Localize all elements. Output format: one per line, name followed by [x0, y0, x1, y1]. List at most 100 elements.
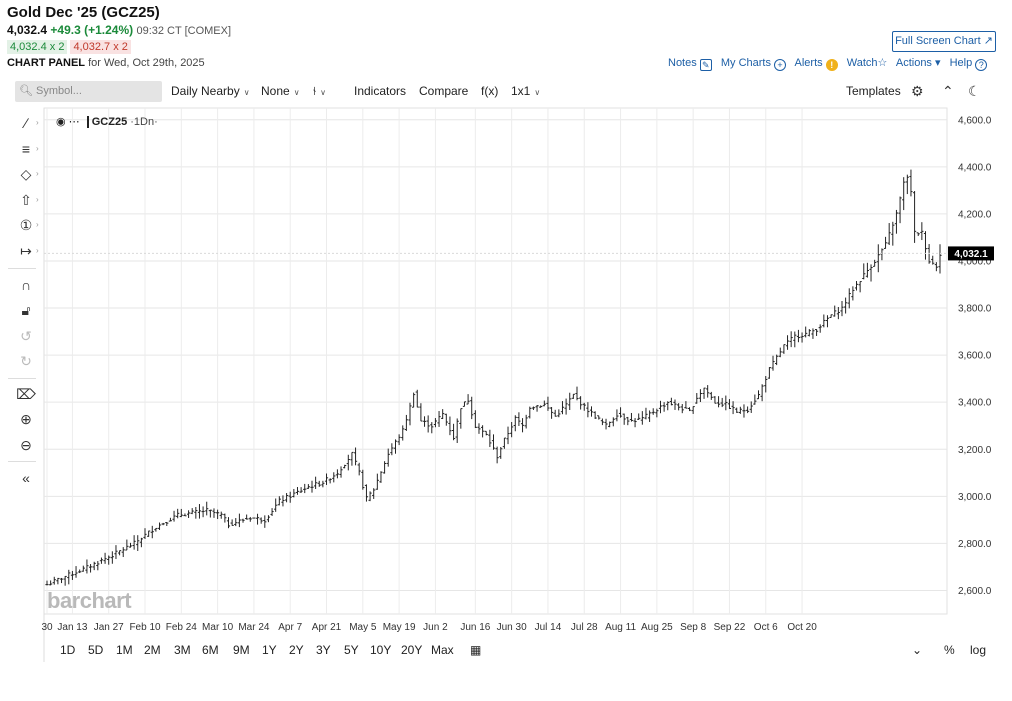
log-toggle[interactable]: log — [970, 643, 987, 657]
y-tick-label: 2,800.0 — [958, 539, 992, 550]
period-2m[interactable]: 2M — [144, 643, 161, 657]
daily-nearby-dropdown[interactable]: Daily Nearby ∨ — [171, 84, 250, 98]
layout-dropdown[interactable]: 1x1 ∨ — [511, 84, 540, 98]
ohlc-bar — [88, 564, 93, 573]
x-tick-label: May 5 — [349, 622, 377, 633]
compare-button[interactable]: Compare — [419, 84, 469, 98]
bar-type-dropdown[interactable]: ⫮ ∨ — [313, 84, 326, 99]
panel-date: for Wed, Oct 29th, 2025 — [88, 57, 205, 69]
settings-gear-icon[interactable]: ⚙ — [911, 83, 924, 99]
watch-link[interactable]: Watch☆ — [847, 57, 888, 69]
undo-icon[interactable]: ↺ — [20, 328, 32, 344]
ohlc-bar — [335, 469, 340, 479]
magnet-icon[interactable]: ∩ — [20, 277, 32, 293]
ohlc-bar — [923, 231, 928, 260]
ohlc-bar — [549, 406, 554, 419]
ohlc-bar — [99, 557, 104, 564]
alerts-link[interactable]: Alerts ! — [795, 57, 838, 71]
period-9m[interactable]: 9M — [233, 643, 250, 657]
dark-mode-moon-icon[interactable]: ☾ — [968, 83, 981, 99]
ohlc-bar — [742, 404, 746, 418]
ohlc-bar — [811, 328, 815, 339]
period-2y[interactable]: 2Y — [289, 643, 304, 657]
lock-icon[interactable]: 🔓︎ — [21, 302, 31, 318]
ohlc-bar — [713, 396, 717, 404]
ohlc-bar — [288, 491, 292, 503]
ohlc-bar — [212, 508, 216, 518]
zoom-in-icon[interactable]: ⊕ — [20, 411, 32, 427]
annotation-tool-icon[interactable]: ① — [19, 217, 33, 233]
none-dropdown[interactable]: None ∨ — [261, 84, 300, 98]
period-1m[interactable]: 1M — [116, 643, 133, 657]
collapse-sidebar-icon[interactable]: « — [22, 470, 30, 486]
redo-icon[interactable]: ↻ — [20, 353, 32, 369]
collapse-up-icon[interactable]: ⌃ — [942, 83, 954, 99]
ohlc-bar — [749, 401, 753, 413]
ohlc-bar — [836, 307, 840, 320]
period-5y[interactable]: 5Y — [344, 643, 359, 657]
ohlc-bar — [59, 577, 64, 584]
ohlc-bar — [822, 314, 826, 328]
percent-toggle[interactable]: % — [944, 643, 955, 657]
ohlc-bar — [49, 580, 53, 586]
period-1y[interactable]: 1Y — [262, 643, 277, 657]
ohlc-bar — [208, 509, 212, 518]
ohlc-bar — [916, 232, 920, 237]
ohlc-bar — [858, 281, 862, 293]
trash-icon[interactable]: ⌦ — [16, 386, 36, 402]
templates-button[interactable]: Templates — [846, 84, 901, 98]
x-tick-label: Jul 28 — [571, 622, 598, 633]
x-tick-label: 30 — [41, 622, 53, 633]
quote-header: Gold Dec '25 (GCZ25) 4,032.4 +49.3 (+1.2… — [0, 0, 1012, 76]
ohlc-bar — [74, 566, 78, 578]
ohlc-bar — [132, 535, 136, 550]
chevrons-down-icon[interactable]: ⌄ — [912, 643, 923, 657]
indicators-button[interactable]: Indicators — [354, 84, 407, 98]
period-10y[interactable]: 10Y — [370, 643, 392, 657]
period-3m[interactable]: 3M — [174, 643, 191, 657]
period-3y[interactable]: 3Y — [316, 643, 331, 657]
trendline-tool-icon[interactable]: ∕ — [24, 115, 28, 131]
calendar-icon[interactable]: ▦ — [470, 643, 482, 657]
notes-link[interactable]: Notes ✎ — [668, 57, 712, 71]
eye-icon[interactable]: ◉ — [56, 116, 66, 128]
ohlc-bar — [600, 418, 605, 426]
ohlc-bar — [655, 408, 659, 418]
more-options-icon[interactable]: ⋯ — [68, 116, 80, 128]
period-1d[interactable]: 1D — [60, 643, 76, 657]
x-tick-label: Sep 8 — [680, 622, 707, 633]
my-charts-link[interactable]: My Charts + — [721, 57, 787, 71]
shapes-tool-icon[interactable]: ◇ — [20, 166, 32, 182]
function-button[interactable]: f(x) — [481, 84, 499, 98]
ohlc-bar — [375, 473, 379, 490]
ohlc-bar — [419, 403, 423, 422]
fibonacci-tool-icon[interactable]: ≡ — [21, 141, 31, 157]
chart-toolbar: 🔍︎ Symbol... Daily Nearby ∨ None ∨ ⫮ ∨ Indi… — [0, 78, 1012, 106]
ohlc-bar — [524, 414, 528, 429]
symbol-search-input[interactable]: 🔍︎ Symbol... — [15, 81, 162, 102]
ohlc-bar — [415, 389, 419, 408]
help-link[interactable]: Help ? — [950, 57, 988, 71]
actions-menu[interactable]: Actions ▾ — [896, 57, 941, 69]
ohlc-bar — [368, 491, 372, 502]
measure-tool-icon[interactable]: ↦ — [20, 243, 32, 259]
ohlc-bar — [891, 221, 895, 246]
period-max[interactable]: Max — [431, 643, 454, 657]
ohlc-bar — [564, 398, 568, 415]
zoom-out-icon[interactable]: ⊖ — [20, 437, 32, 453]
period-5d[interactable]: 5D — [88, 643, 104, 657]
ohlc-bar — [230, 519, 234, 526]
ohlc-bar — [909, 169, 913, 197]
period-6m[interactable]: 6M — [202, 643, 219, 657]
ohlc-bar — [157, 522, 162, 530]
drawing-tools-sidebar: ∕ › ≡ › ◇ › ⇧ › ① › ↦ › ∩ 🔓︎ ↺ ↻ ⌦ ⊕ ⊖ « — [0, 108, 42, 638]
full-screen-chart-button[interactable]: Full Screen Chart ↗ — [892, 31, 996, 52]
ohlc-bar — [691, 406, 695, 414]
arrow-tool-icon[interactable]: ⇧ — [20, 192, 32, 208]
period-20y[interactable]: 20Y — [401, 643, 423, 657]
ohlc-bar — [81, 565, 85, 572]
ohlc-bar — [386, 448, 390, 467]
ohlc-bar — [764, 376, 768, 393]
divider — [8, 268, 36, 269]
